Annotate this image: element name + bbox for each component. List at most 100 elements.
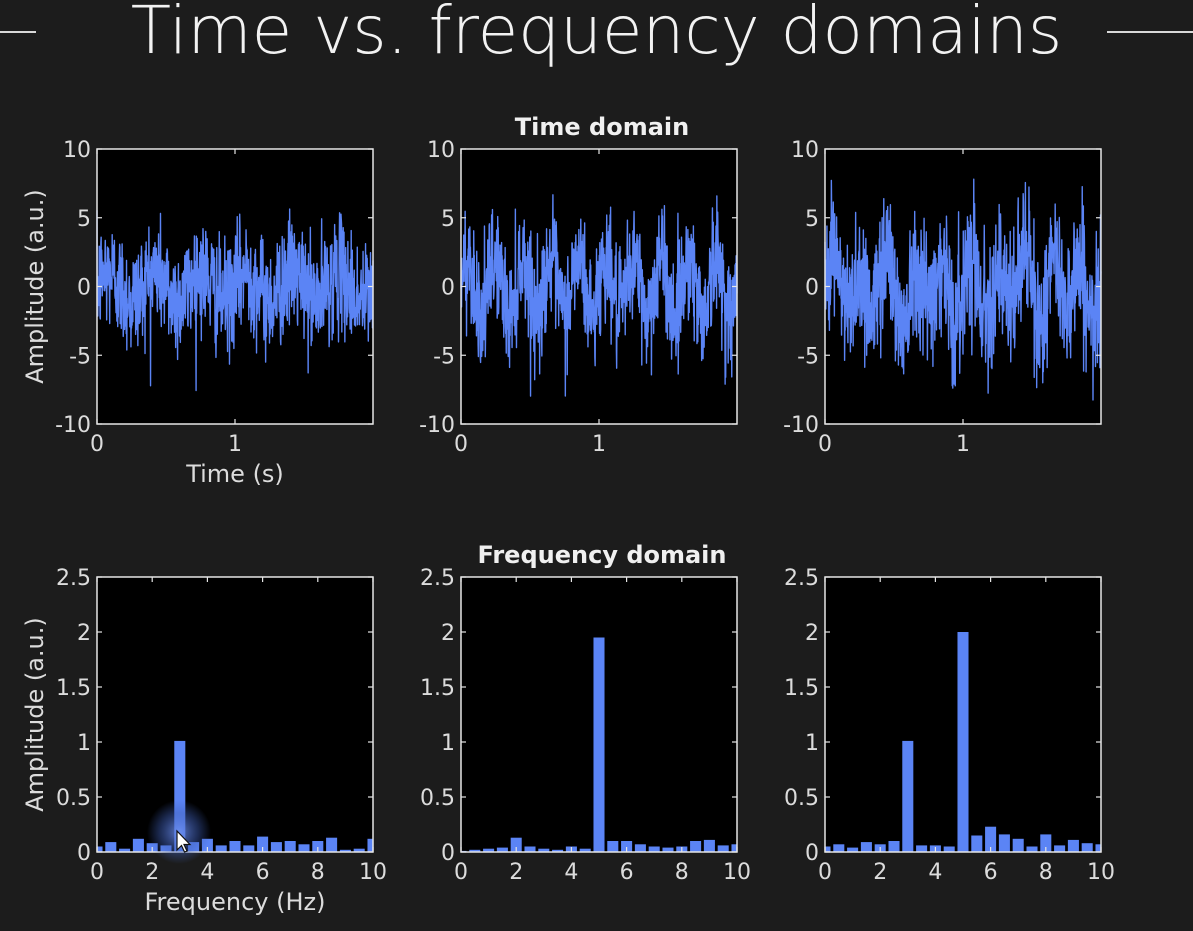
bar [524,846,536,852]
signal-line [824,178,1102,401]
ytick-label: 5 [441,207,455,232]
xtick-label: 2 [509,860,523,885]
bar [593,637,605,852]
bar [847,847,859,852]
bar [634,844,646,852]
bar [326,837,338,852]
xtick-label: 8 [675,860,689,885]
bar [119,848,131,852]
bar [985,826,997,852]
ytick-label: 0 [441,276,455,301]
ytick-label: 10 [427,138,455,163]
ytick-label: 0 [77,276,91,301]
axes-box [824,576,1102,853]
ytick-label: 2.5 [784,566,819,591]
ytick-label: 0 [805,276,819,301]
ytick-label: 5 [805,207,819,232]
xtick-label: 1 [592,432,606,457]
xtick-label: 0 [90,860,104,885]
bar [690,841,702,852]
ytick-label: 1 [77,731,91,756]
ytick-label: 2 [441,621,455,646]
title-rule-right [1107,31,1193,33]
bar [552,849,564,852]
ytick-label: -10 [55,413,91,438]
bar [229,841,241,852]
panel-time-3: -10 -5 0 5 10 0 1 [783,138,1102,457]
plot-area [97,577,373,852]
bar [538,848,550,852]
ytick-label: 10 [63,138,91,163]
bar [860,842,872,852]
xtick-label: 8 [1039,860,1053,885]
x-axis-label: Frequency (Hz) [145,888,326,916]
bar [998,834,1010,852]
bar [888,841,900,852]
bar [1081,843,1093,852]
slide-title: Time vs. frequency domains [130,0,1063,69]
x-axis-label: Time (s) [185,460,284,488]
xtick-label: 1 [228,432,242,457]
bar [1012,838,1024,852]
xtick-label: 0 [454,432,468,457]
bar [105,842,117,852]
bar [731,844,737,852]
panel-freq-3: 0 0.5 1 1.5 2 2.5 0 2 4 6 8 10 [784,566,1115,885]
ytick-label: 1.5 [56,676,91,701]
ytick-label: 0 [805,841,819,866]
signal-line [460,194,738,397]
time-domain-title: Time domain [515,113,689,141]
xtick-label: 6 [984,860,998,885]
frequency-domain-title: Frequency domain [477,541,726,569]
bar [971,835,983,852]
bar [902,740,914,852]
ytick-label: 0 [77,841,91,866]
ytick-label: 0.5 [420,786,455,811]
ytick-label: 1.5 [784,676,819,701]
ytick-label: 0.5 [56,786,91,811]
bar [916,845,928,852]
xtick-label: 1 [956,432,970,457]
xtick-label: 10 [359,860,387,885]
bar [298,844,310,852]
bar [188,842,200,852]
ytick-label: 0 [441,841,455,866]
bar [648,846,660,852]
ytick-label: -5 [433,344,455,369]
ytick-label: 2 [805,621,819,646]
ytick-label: 1.5 [420,676,455,701]
ytick-label: 10 [791,138,819,163]
bar [97,846,103,852]
xtick-label: 4 [200,860,214,885]
bar [607,841,619,852]
panel-freq-1: 0 0.5 1 1.5 2 2.5 0 2 4 6 8 10 Frequency (Hz) Amplitu… [21,566,387,916]
bar [174,740,186,852]
xtick-label: 0 [818,860,832,885]
bar [579,848,591,852]
ytick-label: 1 [441,731,455,756]
bar [483,848,495,852]
y-axis-label: Amplitude (a.u.) [21,189,49,384]
bar [339,849,351,852]
axes-box [460,576,738,853]
ytick-label: -10 [419,413,455,438]
bar [703,839,715,852]
ytick-label: -10 [783,413,819,438]
bar [943,846,955,852]
ytick-label: 2 [77,621,91,646]
panel-freq-2: 0 0.5 1 1.5 2 2.5 0 2 4 6 8 10 [420,566,751,885]
ytick-label: -5 [797,344,819,369]
bar [353,848,365,852]
bar [833,844,845,852]
axes-box [96,576,374,853]
panel-time-2: -10 -5 0 5 10 0 1 [419,138,738,457]
xtick-label: 0 [90,432,104,457]
xtick-label: 8 [311,860,325,885]
xtick-label: 10 [1087,860,1115,885]
xtick-label: 0 [818,432,832,457]
bar [825,846,831,852]
ytick-label: 0.5 [784,786,819,811]
xtick-label: 10 [723,860,751,885]
bar [1026,846,1038,852]
